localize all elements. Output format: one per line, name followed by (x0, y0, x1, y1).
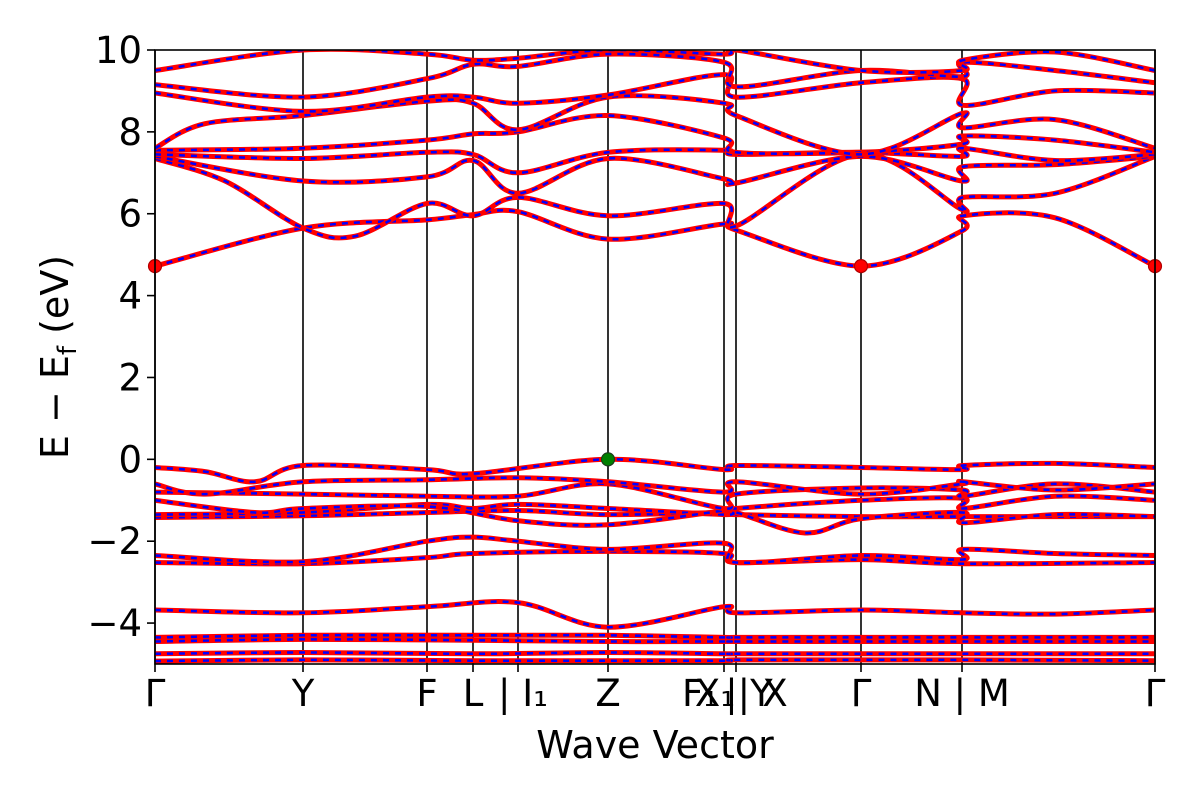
y-tick-label-6: 8 (118, 111, 142, 154)
x-tick-label-0: Γ (145, 672, 166, 715)
y-axis-label-main: E − E (33, 355, 77, 459)
band-valence-mid-2-down (155, 550, 1155, 566)
y-tick-label-2: 0 (118, 438, 142, 481)
x-tick-label-10: Γ (851, 672, 872, 715)
x-axis-label: Wave Vector (536, 723, 774, 767)
band-valence-deep-2-down (155, 651, 1155, 656)
band-conduction-4-down (155, 146, 1155, 175)
band-valence-deep-1-down (155, 658, 1155, 663)
y-tick-label-5: 6 (118, 193, 142, 236)
band-valence-deep-3-down (155, 638, 1155, 643)
x-tick-label-8: ||Y (725, 672, 773, 715)
band-valence-deep-4-down (155, 633, 1155, 639)
x-tick-label-11: N | M (914, 672, 1010, 715)
band-valence-deep-4-up (155, 632, 1155, 641)
x-tick-label-6: F₁ (682, 672, 718, 715)
band-valence-top-4-up (155, 481, 1155, 512)
x-tick-label-4: | I₁ (498, 672, 548, 715)
y-axis-label-sub: f (53, 345, 83, 355)
band-valence-top-3-down (155, 494, 1155, 527)
x-tick-label-1: Y (291, 672, 315, 715)
x-tick-label-3: L (463, 672, 484, 715)
y-axis-ticks: −4 −2 0 2 4 6 8 10 (87, 29, 155, 645)
y-tick-label-1: −2 (87, 520, 142, 563)
band-conduction-9-down (155, 50, 1155, 74)
y-tick-label-0: −4 (87, 602, 142, 645)
y-tick-label-7: 10 (95, 29, 142, 72)
band-valence-mid-1-down (155, 600, 1155, 629)
band-valence-top-5-down (155, 476, 1155, 496)
x-tick-label-9: X (762, 672, 787, 715)
band-conduction-7-up (155, 72, 1155, 114)
band-valence-mid-3-down (155, 535, 1155, 565)
band-conduction-5-down (155, 114, 1155, 155)
band-lines (155, 50, 1155, 664)
band-conduction-1-down (155, 208, 1155, 268)
band-valence-deep-1-up (155, 657, 1155, 664)
y-tick-label-4: 4 (118, 275, 142, 318)
vbm-marker-3 (600, 452, 616, 467)
plot-frame (154, 49, 1156, 665)
y-axis-label-unit: (eV) (33, 255, 77, 346)
x-tick-label-12: Γ (1145, 672, 1166, 715)
cbm-marker-1 (853, 259, 869, 274)
y-tick-label-3: 2 (118, 356, 142, 399)
band-valence-deep-2-up (155, 649, 1155, 657)
band-valence-top-6-down (155, 458, 1155, 484)
y-axis-label: E − Ef (eV) (33, 255, 83, 459)
x-tick-label-5: Z (595, 672, 620, 715)
band-conduction-3-down (155, 155, 1155, 195)
x-tick-label-7: X₁ (695, 672, 735, 715)
band-conduction-2-up (155, 151, 1155, 241)
x-tick-label-2: F (416, 672, 437, 715)
